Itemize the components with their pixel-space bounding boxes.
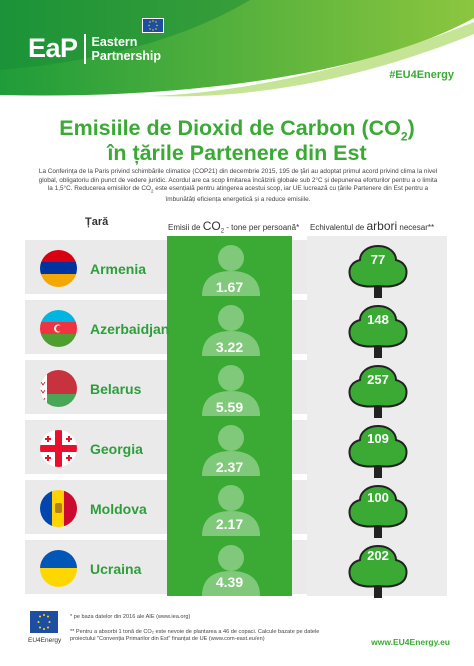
co2-header-big: CO: [202, 219, 221, 233]
tree-value: 257: [367, 372, 389, 387]
tree-header-pre: Echivalentul de: [310, 223, 367, 232]
tree-icon: [348, 544, 408, 598]
column-header-country: Țară: [85, 216, 109, 228]
tree-header-big: arbori: [366, 219, 398, 233]
co2-header-pre: Emisii de: [168, 223, 203, 232]
co2-column: [167, 236, 292, 596]
belarus-flag-icon: [40, 370, 77, 407]
georgia-flag-icon: [40, 430, 77, 467]
country-name: Azerbaidjan: [90, 321, 170, 337]
footnote-2: ** Pentru a absorbi 1 tonă de CO₂ este n…: [70, 629, 320, 642]
logo-abbr: EaP: [28, 33, 78, 63]
co2-value: 4.39: [215, 574, 244, 590]
country-name: Armenia: [90, 261, 147, 277]
logo-name: Eastern Partnership: [92, 35, 161, 63]
person-icon: [202, 545, 260, 596]
page-title-line1: Emisiile de Dioxid de Carbon (CO2): [0, 116, 474, 149]
tree-icon: [348, 304, 408, 358]
moldova-flag-icon: [40, 490, 77, 527]
tree-icon: [348, 484, 408, 538]
country-name: Ucraina: [90, 561, 142, 577]
co2-value: 5.59: [215, 399, 244, 415]
armenia-flag-icon: [40, 250, 77, 287]
logo-divider: [83, 33, 86, 64]
country-name: Georgia: [90, 441, 143, 457]
eap-logo: EaP Eastern Partnership: [28, 33, 161, 64]
title-end: ): [407, 116, 415, 140]
co2-value: 1.67: [215, 279, 244, 295]
eu4energy-label: EU4Energy: [28, 637, 62, 644]
column-header-co2: Emisii de CO2 - tone per persoană*: [168, 219, 299, 235]
footer-url-link[interactable]: www.EU4Energy.eu: [371, 637, 450, 647]
person-icon: [202, 365, 260, 416]
header-swoosh: [0, 0, 474, 97]
ukraine-flag-icon: [40, 550, 77, 587]
intro-paragraph: La Conferința de la Paris privind schimb…: [38, 168, 438, 205]
footnote-1: * pe baza datelor din 2016 ale AIE (www.…: [70, 614, 191, 620]
tree-icon: [348, 364, 408, 418]
title-text: Emisiile de Dioxid de Carbon (CO: [59, 116, 401, 140]
co2-header-sub: 2: [220, 228, 225, 235]
person-icon: [202, 485, 260, 536]
co2-value: 2.17: [215, 516, 244, 532]
intro-sub: 2: [150, 188, 154, 194]
co2-header-post: - tone per persoană*: [224, 223, 300, 232]
intro-text1: La Conferința de la Paris privind schimb…: [38, 168, 438, 193]
person-icon: [202, 245, 260, 296]
header-banner: EaP Eastern Partnership #EU4Energy: [0, 0, 474, 105]
tree-value: 109: [367, 431, 389, 446]
country-name: Moldova: [90, 501, 147, 517]
country-name: Belarus: [90, 381, 142, 397]
tree-value: 148: [367, 312, 389, 327]
logo-name-line2: Partnership: [91, 48, 162, 63]
tree-icon: [348, 244, 408, 298]
page-title-line2: în țările Partenere din Est: [107, 141, 367, 165]
person-icon: [202, 305, 260, 356]
co2-value: 3.22: [215, 339, 244, 355]
tree-value: 202: [367, 548, 389, 563]
tree-header-post: necesar**: [397, 223, 435, 232]
column-header-trees: Echivalentul de arbori necesar**: [310, 219, 434, 233]
tree-value: 77: [370, 252, 386, 267]
title-subscript: 2: [400, 129, 408, 144]
person-icon: [202, 425, 260, 476]
eu-flag-icon: [30, 611, 58, 633]
intro-text2: este esențială pentru atingerea acestui …: [153, 185, 429, 204]
hashtag: #EU4Energy: [389, 69, 454, 81]
eu-flag-icon: [142, 18, 164, 33]
tree-value: 100: [367, 490, 389, 505]
azerbaijan-flag-icon: [40, 310, 77, 347]
co2-value: 2.37: [215, 459, 244, 475]
logo-name-line1: Eastern: [91, 34, 138, 49]
tree-icon: [348, 424, 408, 478]
